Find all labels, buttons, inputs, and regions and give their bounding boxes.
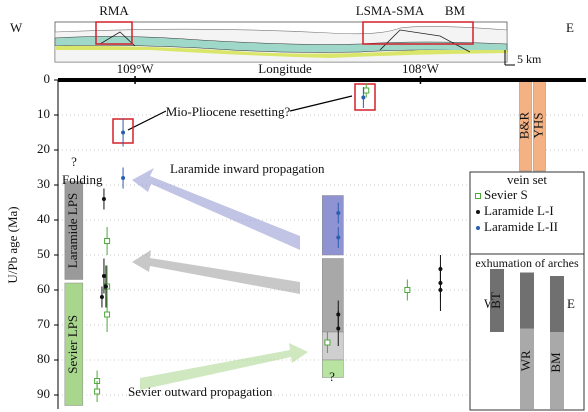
legend-marker <box>476 210 480 214</box>
legend-label: Laramide L-II <box>484 219 558 234</box>
x-tick-label: 109°W <box>117 61 155 76</box>
point <box>104 311 111 318</box>
exhumation-label: BM <box>548 352 563 373</box>
annotation: ? <box>71 154 77 169</box>
range-bar <box>322 258 344 333</box>
point <box>103 284 108 289</box>
y-tick-label: 70 <box>37 316 50 331</box>
outward-arrow <box>140 343 308 390</box>
y-tick-label: 60 <box>37 281 50 296</box>
y-tick-label: 50 <box>37 246 50 261</box>
exhumation-bar <box>490 269 504 332</box>
legend-label: Laramide L-I <box>484 203 554 218</box>
point <box>363 87 370 94</box>
range-label: Sevier LPS <box>65 315 80 374</box>
x-tick-label: 108°W <box>402 61 440 76</box>
range-bar <box>64 282 84 406</box>
section-west: W <box>10 20 23 35</box>
inward-arrow-grey <box>132 250 300 294</box>
point <box>336 211 341 215</box>
range-bar <box>322 195 344 256</box>
pointer <box>289 95 353 112</box>
legend-title: vein set <box>507 172 547 187</box>
inward-arrow-blue <box>132 168 300 250</box>
y-tick-label: 40 <box>37 211 50 226</box>
range-label: Laramide LPS <box>65 193 80 268</box>
y-tick-label: 0 <box>44 71 51 86</box>
point <box>361 95 366 100</box>
exhumation-bar <box>550 332 564 409</box>
legend-label: Sevier S <box>484 187 528 202</box>
x-axis-label: Longitude <box>258 61 312 76</box>
point <box>101 197 106 201</box>
y-tick-label: 20 <box>37 141 50 156</box>
range-bar <box>322 331 344 361</box>
point <box>101 274 106 278</box>
exhumation-bar <box>520 328 534 409</box>
range-label: B&R <box>516 111 531 139</box>
y-tick-label: 80 <box>37 351 50 366</box>
point <box>324 339 331 346</box>
range-bar <box>322 359 344 378</box>
point <box>121 176 126 180</box>
exhumation-label: BT <box>488 292 503 309</box>
point <box>336 235 341 240</box>
section-east: E <box>566 20 574 35</box>
legend-marker <box>476 226 480 230</box>
y-axis-label: U/Pb age (Ma) <box>5 206 20 283</box>
annotation: ? <box>329 369 335 384</box>
point <box>94 388 101 395</box>
point <box>121 130 126 135</box>
y-tick-label: 10 <box>37 106 50 121</box>
section-lsma: LSMA-SMA <box>356 3 425 18</box>
range-label: YHS <box>530 112 545 138</box>
section-bm: BM <box>445 3 466 18</box>
inset-east: E <box>567 296 575 311</box>
annotation: Folding <box>62 172 103 187</box>
point <box>404 287 411 293</box>
legend-marker <box>475 193 481 199</box>
exhumation-label: WR <box>518 350 533 371</box>
highlight-box <box>354 83 376 111</box>
exhumation-bar <box>520 272 534 329</box>
point <box>104 238 111 244</box>
exhumation-bar <box>550 276 564 332</box>
inset-title: exhumation of arches <box>475 256 579 270</box>
annotation: Mio-Pliocene resetting? <box>166 104 291 119</box>
legend-box <box>469 171 585 255</box>
section-scale: 5 km <box>517 52 542 66</box>
section-rma: RMA <box>99 3 129 18</box>
annotation: Sevier outward propagation <box>128 384 273 399</box>
range-bar <box>64 181 84 280</box>
annotation: Laramide inward propagation <box>170 161 325 176</box>
point <box>336 326 341 331</box>
y-tick-label: 90 <box>37 386 50 401</box>
pointer <box>127 110 167 131</box>
cross-section <box>54 21 515 66</box>
y-tick-label: 30 <box>37 176 50 191</box>
point <box>438 288 443 292</box>
point <box>99 295 104 299</box>
